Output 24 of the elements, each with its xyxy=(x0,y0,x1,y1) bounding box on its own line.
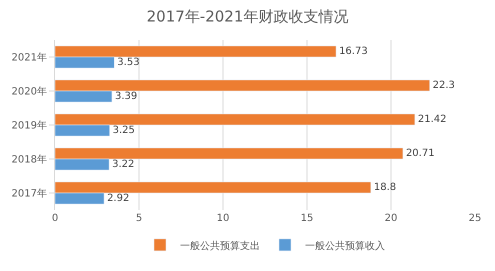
data-label: 16.73 xyxy=(339,46,368,57)
x-tick-label: 15 xyxy=(300,213,314,224)
data-label: 21.42 xyxy=(418,114,446,125)
legend-label: 一般公共预算收入 xyxy=(305,240,385,252)
y-tick-label: 2020年 xyxy=(12,86,47,98)
x-tick-label: 10 xyxy=(216,213,230,224)
x-tick-label: 5 xyxy=(136,213,142,224)
y-tick-label: 2021年 xyxy=(12,52,47,64)
data-label: 3.39 xyxy=(114,91,138,102)
data-label: 3.53 xyxy=(117,57,140,68)
y-tick-label: 2019年 xyxy=(12,120,47,132)
x-tick-label: 25 xyxy=(468,213,482,224)
data-label: 22.3 xyxy=(432,80,455,91)
data-label: 3.22 xyxy=(112,159,134,170)
x-tick-label: 0 xyxy=(52,213,58,224)
legend-label: 一般公共预算支出 xyxy=(180,240,260,252)
y-tick-label: 2017年 xyxy=(12,188,47,200)
y-tick-label: 2018年 xyxy=(12,154,47,166)
data-label: 2.92 xyxy=(107,193,130,204)
x-tick-label: 20 xyxy=(384,213,398,224)
data-label: 3.25 xyxy=(112,125,135,136)
data-label: 18.8 xyxy=(374,182,396,193)
data-label: 20.71 xyxy=(406,148,435,159)
chart-title: 2017年-2021年财政收支情况 xyxy=(146,7,348,26)
